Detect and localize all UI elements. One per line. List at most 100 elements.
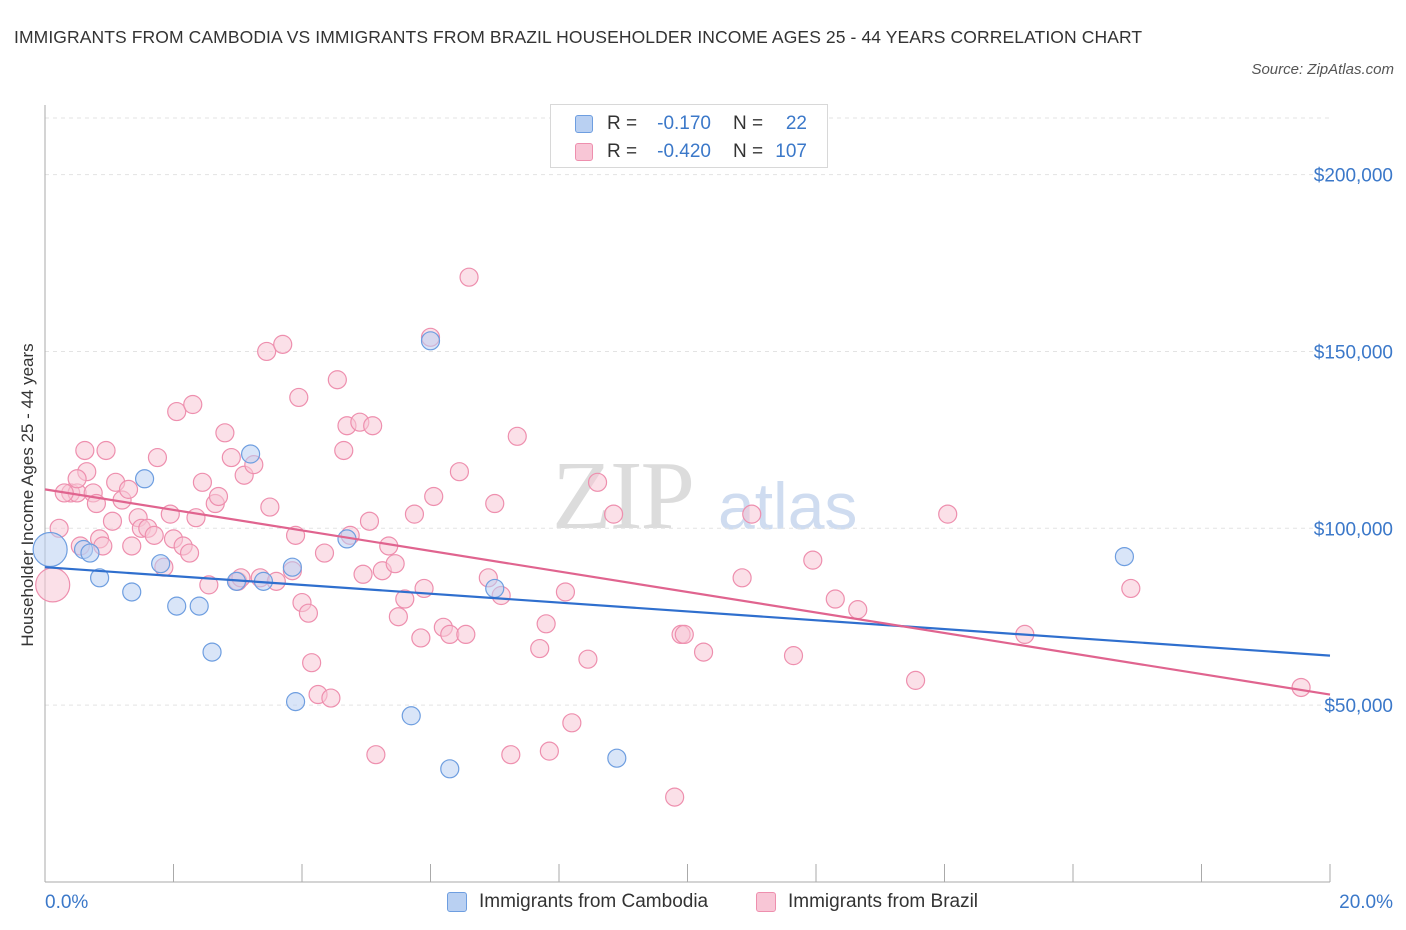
point-brazil <box>289 387 309 408</box>
point-brazil <box>783 646 804 666</box>
y-tick-label: $200,000 <box>1314 166 1393 187</box>
point-brazil <box>96 440 116 461</box>
point-brazil <box>424 486 444 507</box>
point-brazil <box>404 504 425 524</box>
source-text: Source: ZipAtlas.com <box>1251 61 1394 78</box>
watermark-atlas: atlas <box>718 469 858 543</box>
legend-row-brazil: R = -0.420 N = 107 <box>575 140 807 164</box>
point-brazil <box>395 589 415 609</box>
point-brazil <box>183 394 203 415</box>
point-brazil <box>536 614 556 634</box>
legend-r-label: R = <box>607 113 638 134</box>
point-brazil <box>321 688 341 708</box>
point-brazil <box>555 582 576 602</box>
point-brazil <box>144 525 164 545</box>
point-cambodia <box>151 554 171 574</box>
bottom-legend-swatch-cambodia <box>447 892 467 912</box>
point-cambodia <box>440 759 460 779</box>
point-brazil <box>208 486 229 507</box>
point-cambodia <box>285 692 306 712</box>
chart-title: IMMIGRANTS FROM CAMBODIA VS IMMIGRANTS F… <box>14 27 1143 47</box>
point-brazil <box>674 624 694 645</box>
y-tick-label: $50,000 <box>1324 696 1393 717</box>
point-brazil <box>363 416 383 436</box>
point-cambodia <box>80 543 100 563</box>
y-tick-label: $150,000 <box>1314 342 1393 363</box>
point-cambodia <box>282 557 302 577</box>
point-brazil <box>67 469 87 489</box>
point-brazil <box>459 267 479 287</box>
point-brazil <box>604 504 624 524</box>
legend-row-cambodia: R = -0.170 N = 22 <box>575 112 807 136</box>
trendline-brazil <box>44 488 1331 696</box>
point-brazil <box>260 497 280 517</box>
y-axis-label: Householder Income Ages 25 - 44 years <box>18 343 37 647</box>
point-cambodia <box>1114 546 1135 567</box>
watermark-zip: ZIP <box>552 442 695 550</box>
stats-legend: R = -0.170 N = 22 R = -0.420 N = 107 <box>550 104 828 168</box>
point-brazil <box>485 493 505 514</box>
point-brazil <box>257 341 277 362</box>
legend-n-value: 107 <box>775 141 807 162</box>
point-brazil <box>167 401 187 422</box>
point-brazil <box>411 628 431 648</box>
point-brazil <box>334 440 354 461</box>
y-tick-label: $100,000 <box>1314 519 1393 540</box>
point-brazil <box>75 440 95 461</box>
point-cambodia <box>485 578 505 599</box>
point-cambodia <box>32 531 68 568</box>
point-brazil <box>732 568 752 588</box>
point-brazil <box>938 504 958 524</box>
point-brazil <box>803 550 823 570</box>
point-brazil <box>905 670 926 690</box>
point-brazil <box>179 543 200 563</box>
point-brazil <box>456 624 476 645</box>
point-brazil <box>501 745 521 765</box>
bottom-legend-cambodia[interactable]: Immigrants from Cambodia <box>447 890 708 914</box>
point-brazil <box>562 713 582 733</box>
legend-r-value: -0.420 <box>657 141 711 162</box>
bottom-legend-swatch-brazil <box>756 892 776 912</box>
point-cambodia <box>122 582 142 602</box>
point-brazil <box>530 638 550 659</box>
point-brazil <box>221 447 241 468</box>
bottom-legend-label-brazil: Immigrants from Brazil <box>788 891 979 912</box>
x-tick-label: 20.0% <box>1339 892 1393 913</box>
point-brazil <box>273 334 293 354</box>
point-cambodia <box>420 331 441 351</box>
point-brazil <box>353 564 373 584</box>
point-brazil <box>215 423 235 443</box>
legend-swatch-brazil <box>575 143 593 161</box>
point-cambodia <box>90 568 110 588</box>
point-brazil <box>298 603 319 623</box>
point-brazil <box>1121 578 1141 599</box>
point-brazil <box>507 426 527 446</box>
bottom-legend-brazil[interactable]: Immigrants from Brazil <box>756 890 978 914</box>
point-brazil <box>1291 677 1311 698</box>
point-brazil <box>147 447 168 468</box>
legend-n-label: N = <box>733 113 764 134</box>
point-brazil <box>359 511 380 531</box>
point-brazil <box>192 472 213 492</box>
point-brazil <box>742 504 762 524</box>
point-cambodia <box>189 596 209 616</box>
point-brazil <box>848 600 868 620</box>
point-brazil <box>449 462 470 482</box>
legend-r-value: -0.170 <box>657 113 711 134</box>
legend-n-value: 22 <box>785 113 807 134</box>
point-cambodia <box>401 706 421 726</box>
point-brazil <box>314 543 335 563</box>
point-brazil <box>665 787 685 807</box>
point-cambodia <box>607 748 627 768</box>
point-brazil <box>327 370 347 390</box>
x-tick-label: 0.0% <box>45 892 88 913</box>
point-brazil <box>388 607 408 627</box>
point-brazil <box>122 536 142 556</box>
point-cambodia <box>167 596 187 616</box>
point-brazil <box>366 745 386 765</box>
bottom-legend-label-cambodia: Immigrants from Cambodia <box>479 891 709 912</box>
point-brazil <box>578 649 598 669</box>
legend-n-label: N = <box>733 141 764 162</box>
point-brazil <box>587 472 608 492</box>
